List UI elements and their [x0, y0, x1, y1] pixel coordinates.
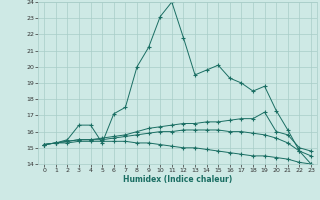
- X-axis label: Humidex (Indice chaleur): Humidex (Indice chaleur): [123, 175, 232, 184]
